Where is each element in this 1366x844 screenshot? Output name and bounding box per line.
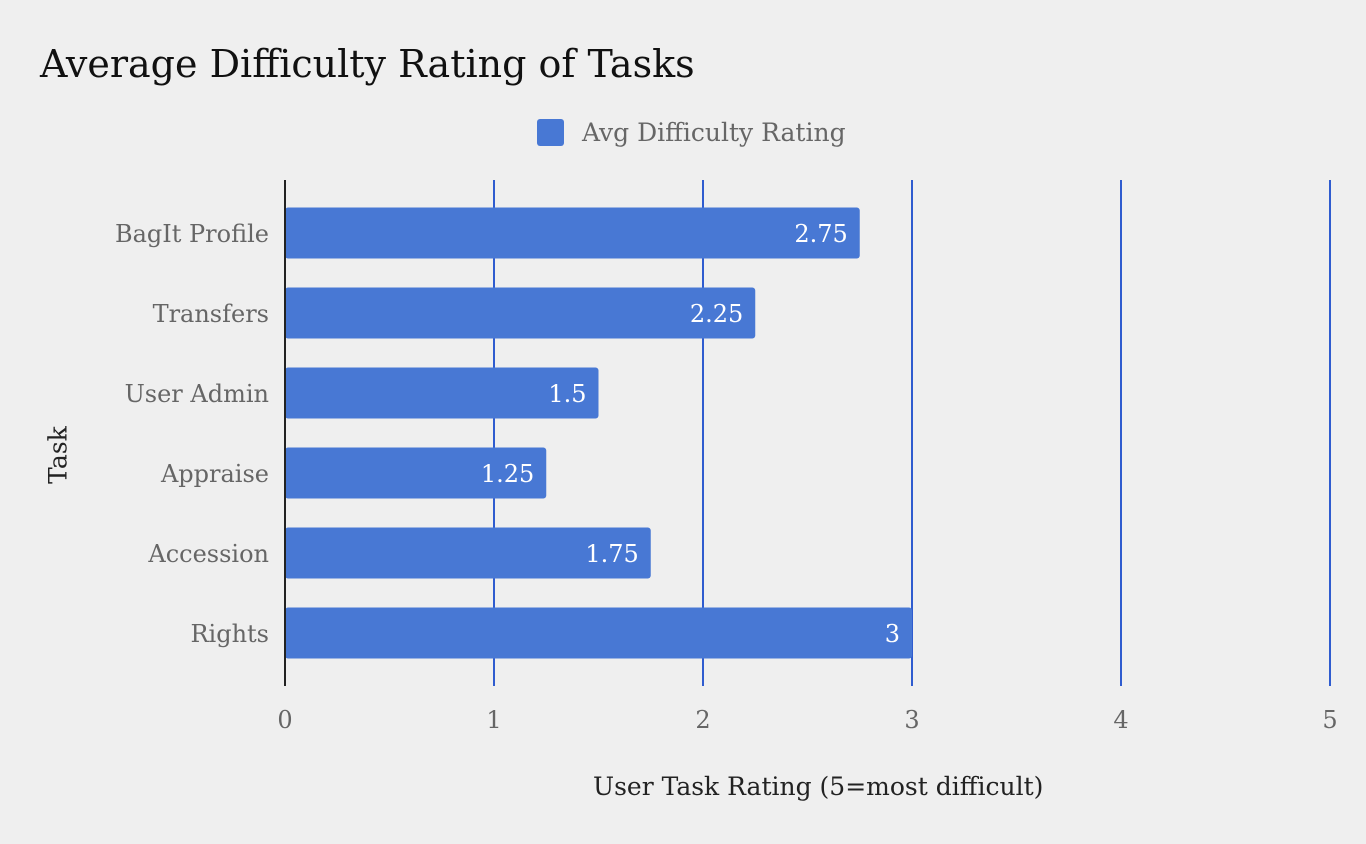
x-tick-label: 1 (486, 706, 501, 734)
legend: Avg Difficulty Rating (537, 118, 846, 147)
y-tick-label: Appraise (160, 460, 269, 488)
bar-value-label: 1.75 (585, 540, 638, 568)
x-tick-label: 5 (1322, 706, 1337, 734)
legend-swatch (537, 119, 564, 146)
y-tick-label: Transfers (153, 300, 269, 328)
bar (285, 207, 860, 259)
bar (285, 447, 547, 499)
bar (285, 287, 756, 339)
bar (285, 607, 912, 659)
bar-value-label: 3 (885, 620, 900, 648)
legend-label: Avg Difficulty Rating (582, 118, 846, 147)
x-tick-label: 3 (904, 706, 919, 734)
y-axis-title: Task (43, 426, 73, 484)
x-tick-label: 4 (1113, 706, 1128, 734)
bar-value-label: 2.75 (794, 220, 847, 248)
x-tick-label: 0 (277, 706, 292, 734)
chart-title: Average Difficulty Rating of Tasks (40, 42, 695, 86)
y-tick-label: Rights (190, 620, 269, 648)
y-tick-label: User Admin (125, 380, 269, 408)
bar-value-label: 1.25 (481, 460, 534, 488)
y-tick-label: BagIt Profile (115, 220, 269, 248)
bar-value-label: 1.5 (548, 380, 586, 408)
bar-value-label: 2.25 (690, 300, 743, 328)
bar (285, 367, 599, 419)
x-axis-title: User Task Rating (5=most difficult) (593, 772, 1044, 801)
bar (285, 527, 651, 579)
x-tick-label: 2 (695, 706, 710, 734)
y-tick-label: Accession (147, 540, 269, 568)
